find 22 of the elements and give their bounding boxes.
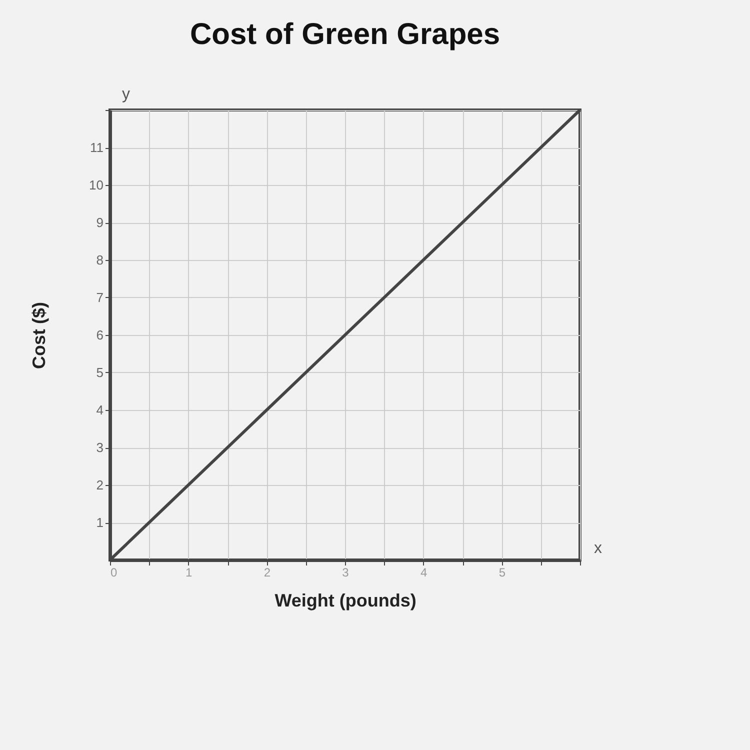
- y-tick-label: 7: [96, 290, 104, 305]
- x-tick-label: 2: [264, 566, 271, 580]
- y-tick-label: 9: [96, 215, 104, 230]
- x-tick-label: 5: [498, 566, 506, 580]
- y-tick-label: 10: [89, 178, 104, 192]
- text: y: [122, 86, 130, 103]
- x-tick-label: 3: [342, 566, 350, 580]
- chart-title: Cost of Green Grapes: [190, 18, 500, 51]
- text: x: [594, 540, 602, 557]
- x-tick-label: 4: [420, 566, 428, 580]
- y-tick-label: 3: [96, 440, 104, 455]
- y-tick-label: 8: [96, 252, 104, 268]
- y-tick-label: 11: [90, 140, 104, 155]
- y-tick-label: 1: [96, 515, 104, 530]
- x-tick-label: 1: [185, 566, 192, 580]
- y-tick-label: 5: [96, 365, 104, 380]
- y-tick-label: 4: [96, 402, 104, 418]
- x-axis-title: Weight (pounds): [274, 590, 416, 610]
- y-tick-label: 2: [96, 478, 104, 492]
- y-tick-label: 6: [96, 328, 104, 342]
- x-tick-label: 0: [110, 566, 118, 580]
- y-axis-title: Cost ($): [29, 302, 50, 369]
